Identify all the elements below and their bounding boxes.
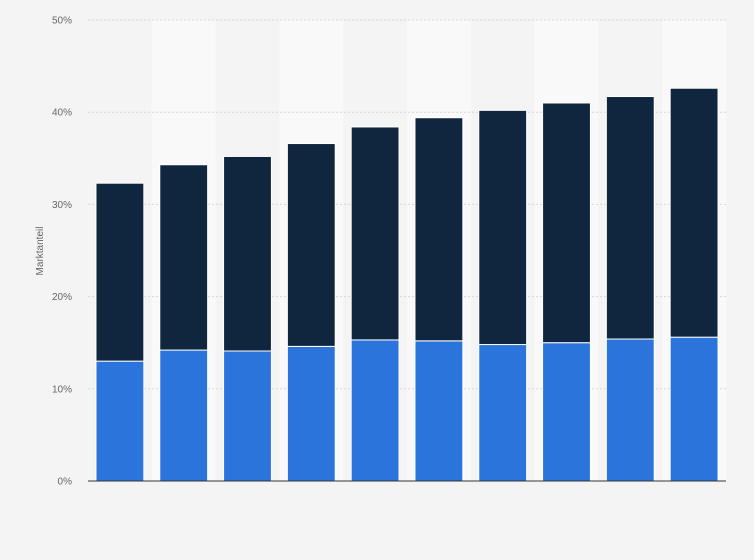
bar-segment-series-2[interactable] <box>605 96 655 340</box>
bar-segment-series-1[interactable] <box>159 349 209 482</box>
y-tick-label: 30% <box>52 200 72 211</box>
bar-segment-series-2[interactable] <box>478 109 528 346</box>
bar-segment-series-1[interactable] <box>478 344 528 482</box>
bar-segment-series-2[interactable] <box>542 102 591 344</box>
bar-segment-series-1[interactable] <box>350 339 400 482</box>
bar-segment-series-2[interactable] <box>159 164 209 351</box>
y-axis-title: Marktanteil <box>35 227 46 276</box>
bar-segment-series-1[interactable] <box>286 345 336 482</box>
y-tick-label: 40% <box>52 108 72 119</box>
bar-segment-series-1[interactable] <box>223 350 272 482</box>
bar-segment-series-1[interactable] <box>542 342 591 482</box>
bars <box>95 87 719 482</box>
bar-segment-series-2[interactable] <box>669 87 719 338</box>
y-tick-label: 0% <box>58 477 73 488</box>
bar-segment-series-2[interactable] <box>350 126 400 341</box>
y-axis-tick-labels: 0% 10% 20% 30% 40% 50% <box>52 16 72 488</box>
bar-segment-series-2[interactable] <box>286 143 336 347</box>
y-tick-label: 20% <box>52 292 72 303</box>
y-tick-label: 50% <box>52 16 72 27</box>
y-tick-label: 10% <box>52 384 72 395</box>
bar-segment-series-1[interactable] <box>95 360 145 482</box>
bar-segment-series-1[interactable] <box>414 340 464 482</box>
bar-segment-series-2[interactable] <box>95 182 145 362</box>
bar-segment-series-2[interactable] <box>414 117 464 342</box>
bar-segment-series-1[interactable] <box>669 336 719 482</box>
bar-segment-series-2[interactable] <box>223 155 272 352</box>
bar-segment-series-1[interactable] <box>605 338 655 482</box>
